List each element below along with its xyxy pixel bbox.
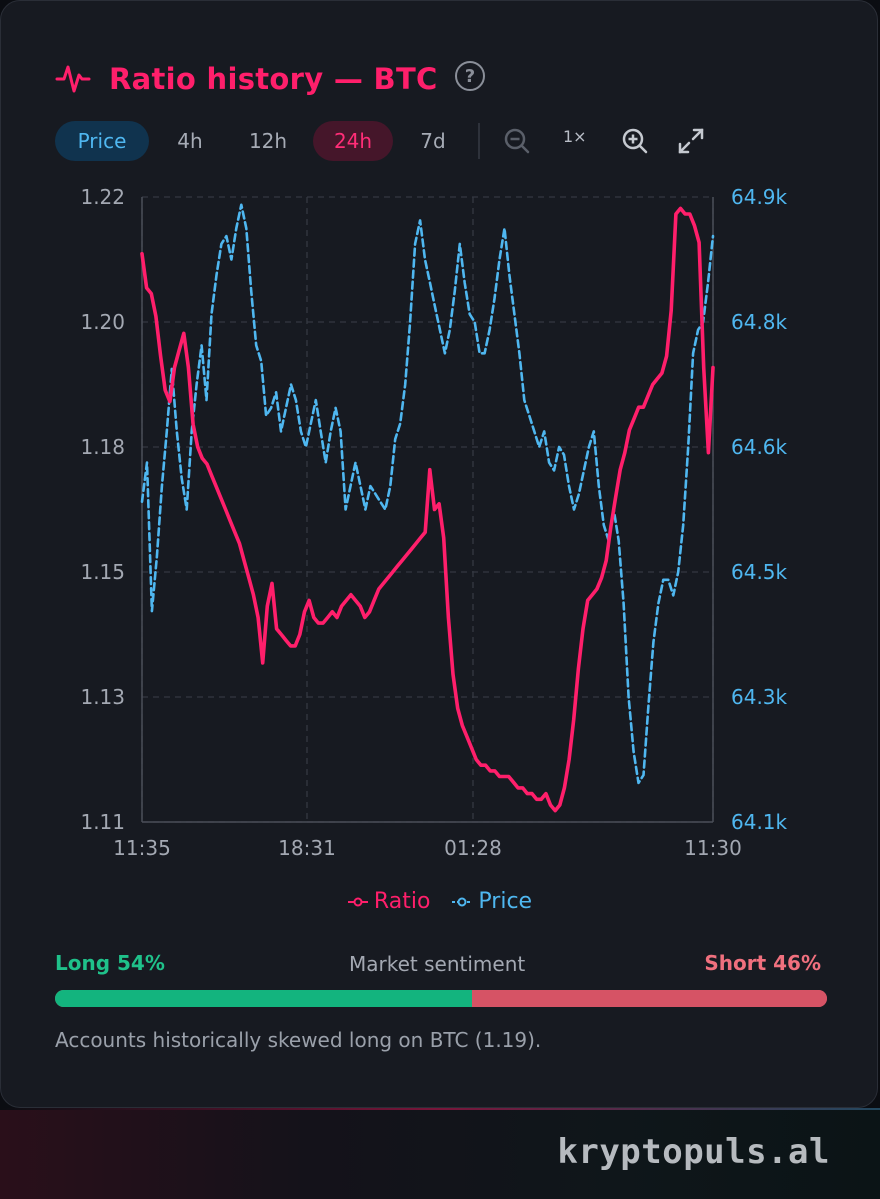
sentiment-note: Accounts historically skewed long on BTC… (55, 1028, 542, 1052)
chart-toolbar: Price 4h 12h 24h 7d 1× (55, 121, 835, 161)
sentiment-bar-short (471, 990, 827, 1007)
footer (0, 1110, 880, 1199)
x-tick-label: 01:28 (444, 836, 502, 860)
sentiment-title: Market sentiment (349, 952, 526, 976)
zoom-in-icon[interactable] (619, 125, 651, 157)
y-left-tick-label: 1.11 (80, 810, 125, 834)
brand-watermark: kryptopuls.al (557, 1132, 830, 1172)
y-right-tick-label: 64.5k (731, 560, 788, 584)
y-right-tick-label: 64.8k (731, 310, 788, 334)
ratio-price-chart[interactable]: 1.22 64.9k 1.20 64.8k 1.18 64.6k 1.15 64.5k 1.13… (1, 171, 879, 871)
range-4h-button[interactable]: 4h (177, 129, 203, 153)
legend-item-ratio[interactable]: Ratio (347, 889, 431, 914)
legend-ratio-label: Ratio (373, 889, 431, 914)
y-right-tick-label: 64.3k (731, 685, 788, 709)
y-left-tick-label: 1.22 (80, 185, 125, 209)
x-tick-label: 11:30 (684, 836, 742, 860)
page-title: Ratio history — BTC (109, 62, 438, 96)
range-12h-button[interactable]: 12h (248, 129, 288, 153)
sentiment-short-label: Short 46% (704, 951, 821, 975)
sentiment-bar (55, 990, 827, 1007)
footer-divider (0, 1108, 880, 1110)
legend-item-price[interactable]: Price (452, 889, 532, 914)
legend-ratio-marker-icon (347, 897, 368, 906)
chart-series (140, 203, 715, 813)
zoom-level-indicator: 1× (563, 127, 587, 146)
y-left-tick-label: 1.15 (80, 560, 125, 584)
legend-price-marker-icon (452, 897, 473, 906)
range-7d-button[interactable]: 7d (420, 129, 446, 153)
y-right-tick-label: 64.6k (731, 435, 788, 459)
range-24h-button[interactable]: 24h (313, 121, 393, 161)
y-left-tick-label: 1.20 (80, 310, 125, 334)
x-tick-label: 18:31 (278, 836, 336, 860)
chart-legend: Ratio Price (1, 889, 879, 914)
y-right-tick-label: 64.1k (731, 810, 788, 834)
y-left-tick-label: 1.13 (80, 685, 125, 709)
legend-price-label: Price (478, 889, 533, 914)
ratio-history-card: Ratio history — BTC ? Price 4h 12h 24h 7… (0, 0, 878, 1108)
fullscreen-icon[interactable] (675, 125, 707, 157)
sentiment-bar-long (55, 990, 472, 1007)
series-line-ratio[interactable] (140, 206, 715, 813)
zoom-out-icon[interactable] (501, 125, 533, 157)
activity-pulse-icon (55, 65, 91, 93)
toolbar-divider (478, 123, 480, 159)
x-tick-label: 11:35 (113, 836, 171, 860)
price-toggle-button[interactable]: Price (55, 121, 149, 161)
y-left-tick-label: 1.18 (80, 435, 125, 459)
y-right-tick-label: 64.9k (731, 185, 788, 209)
help-icon[interactable]: ? (455, 61, 485, 91)
sentiment-long-label: Long 54% (55, 951, 165, 975)
card-header: Ratio history — BTC (55, 57, 438, 101)
series-line-price[interactable] (140, 203, 715, 785)
chart-axes: 1.22 64.9k 1.20 64.8k 1.18 64.6k 1.15 64.5k 1.13… (80, 185, 787, 860)
